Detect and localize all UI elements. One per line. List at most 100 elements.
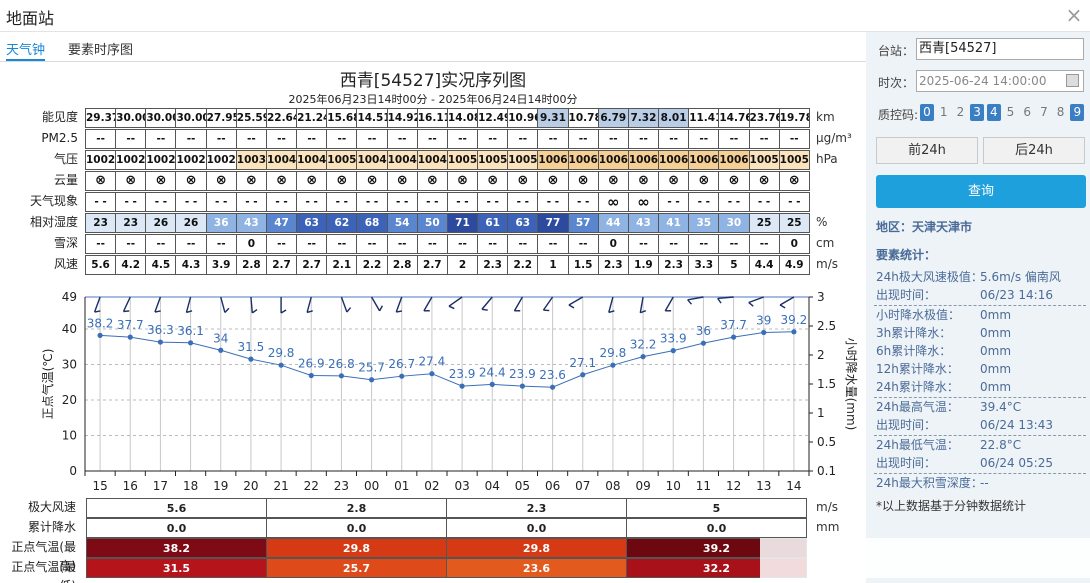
table-cell: ⊗	[507, 171, 539, 191]
row-label: PM2.5	[41, 131, 78, 145]
summary-row-label: 正点气温(最高)	[11, 540, 76, 573]
x-tick-label: 04	[485, 479, 500, 493]
qc-code-0[interactable]: 0	[920, 104, 934, 121]
table-cell: --	[356, 234, 388, 254]
table-cell: ⊗	[265, 171, 298, 191]
table-cell: 2.8	[235, 255, 267, 275]
stat-key: 小时降水极值：	[876, 308, 961, 322]
table-cell: 1005	[507, 150, 539, 170]
title-bar: 地面站 ×	[0, 0, 1090, 32]
stat-key: 24h极大风速极值：	[876, 270, 983, 284]
table-cell: 1002	[175, 150, 207, 170]
temperature-data-label: 37.7	[117, 318, 144, 332]
wind-barb-icon	[154, 296, 162, 313]
table-cell: - -	[145, 192, 177, 212]
table-cell: ⊗	[567, 171, 599, 191]
table-cell: 41	[658, 213, 690, 233]
time-field[interactable]: 2025-06-24 14:00:00	[916, 70, 1084, 92]
stat-row: 出现时间： 06/23 14:16	[876, 286, 1086, 304]
table-cell: ⊗	[175, 171, 207, 191]
qc-code-8[interactable]: 8	[1056, 105, 1065, 119]
summary-cell: 25.7	[266, 558, 447, 578]
table-cell: 1004	[356, 150, 388, 170]
table-cell: 4.3	[175, 255, 207, 275]
qc-code-2[interactable]: 2	[956, 105, 965, 119]
y2-tick-label: 2	[817, 348, 825, 362]
summary-cell: 31.5	[86, 558, 267, 578]
prev-24h-button[interactable]: 前24h	[876, 137, 978, 164]
stat-value: 39.4°C	[980, 400, 1022, 414]
qc-code-3[interactable]: 3	[970, 104, 985, 121]
table-cell: - -	[175, 192, 207, 212]
table-cell: 23	[115, 213, 147, 233]
table-cell: 30.00	[115, 108, 147, 128]
station-field[interactable]: 西青[54527]	[916, 38, 1084, 60]
qc-code-7[interactable]: 7	[1040, 105, 1048, 119]
table-cell: --	[265, 234, 298, 254]
table-cell: 14.92	[386, 108, 418, 128]
tab-weather-clock[interactable]: 天气钟	[6, 39, 46, 61]
table-cell: 22.64	[265, 108, 298, 128]
x-tick-label: 03	[454, 479, 469, 493]
x-tick-label: 07	[575, 479, 590, 493]
temperature-point	[640, 354, 646, 360]
temperature-data-label: 32.2	[630, 338, 657, 352]
divider	[874, 397, 1086, 398]
qc-code-1[interactable]: 1	[939, 105, 948, 119]
calendar-icon[interactable]	[1066, 74, 1079, 87]
row-label: 能见度	[41, 110, 78, 124]
table-cell: 5.6	[85, 255, 117, 275]
qc-code-5[interactable]: 5	[1006, 105, 1015, 119]
close-icon[interactable]: ×	[1065, 3, 1083, 27]
watermark-overlay	[760, 538, 1090, 578]
table-cell: --	[597, 129, 629, 149]
table-cell: 4.5	[145, 255, 177, 275]
table-cell: - -	[386, 192, 418, 212]
temperature-point	[187, 340, 194, 346]
wind-barb-icon	[542, 296, 554, 312]
side-panel: 台站： 西青[54527] 时次： 2025-06-24 14:00:00 质控…	[866, 32, 1090, 583]
temperature-data-label: 26.9	[298, 356, 325, 370]
summary-row-unit: mm	[816, 520, 840, 534]
stat-value: --	[980, 476, 989, 490]
next-24h-button[interactable]: 后24h	[983, 137, 1085, 164]
qc-code-6[interactable]: 6	[1023, 105, 1031, 119]
table-cell: 1.9	[627, 255, 660, 275]
stat-row: 24h最低气温： 22.8°C	[876, 436, 1086, 454]
wind-barb-icon	[280, 297, 287, 314]
query-button[interactable]: 查询	[876, 175, 1086, 208]
table-cell: 1005	[778, 150, 810, 170]
x-tick-label: 09	[635, 479, 650, 493]
table-cell: --	[205, 234, 237, 254]
temperature-point	[399, 373, 405, 379]
summary-cell: 5	[626, 498, 807, 518]
divider	[874, 473, 1086, 474]
wind-barb-icon	[448, 296, 463, 310]
qc-code-9[interactable]: 9	[1070, 104, 1085, 121]
stat-value: 06/23 14:16	[980, 288, 1053, 302]
table-cell: 4.2	[115, 255, 147, 275]
y-axis-label: 正点气温(℃)	[40, 349, 55, 420]
temperature-point	[368, 377, 375, 383]
table-cell: --	[748, 129, 780, 149]
summary-row-label: 累计降水	[27, 520, 76, 534]
qc-code-4[interactable]: 4	[986, 104, 1001, 121]
stat-value: 0mm	[980, 308, 1012, 322]
table-cell: 2.7	[296, 255, 328, 275]
table-cell: 10.78	[567, 108, 599, 128]
y2-tick-label: 1.5	[817, 377, 836, 391]
temperature-point	[459, 383, 465, 389]
summary-row-unit: m/s	[816, 500, 838, 514]
y-tick-label: 49	[62, 290, 77, 304]
table-cell: --	[326, 234, 358, 254]
table-cell: - -	[356, 192, 388, 212]
table-cell: --	[175, 234, 207, 254]
tab-element-timeseries[interactable]: 要素时序图	[68, 43, 134, 58]
divider	[874, 305, 1086, 306]
table-cell: --	[507, 234, 539, 254]
x-tick-label: 05	[515, 479, 530, 493]
y-tick-label: 20	[62, 393, 77, 407]
table-cell: 1006	[658, 150, 690, 170]
table-cell: 1002	[115, 150, 147, 170]
row-unit: μg/m³	[816, 131, 852, 145]
